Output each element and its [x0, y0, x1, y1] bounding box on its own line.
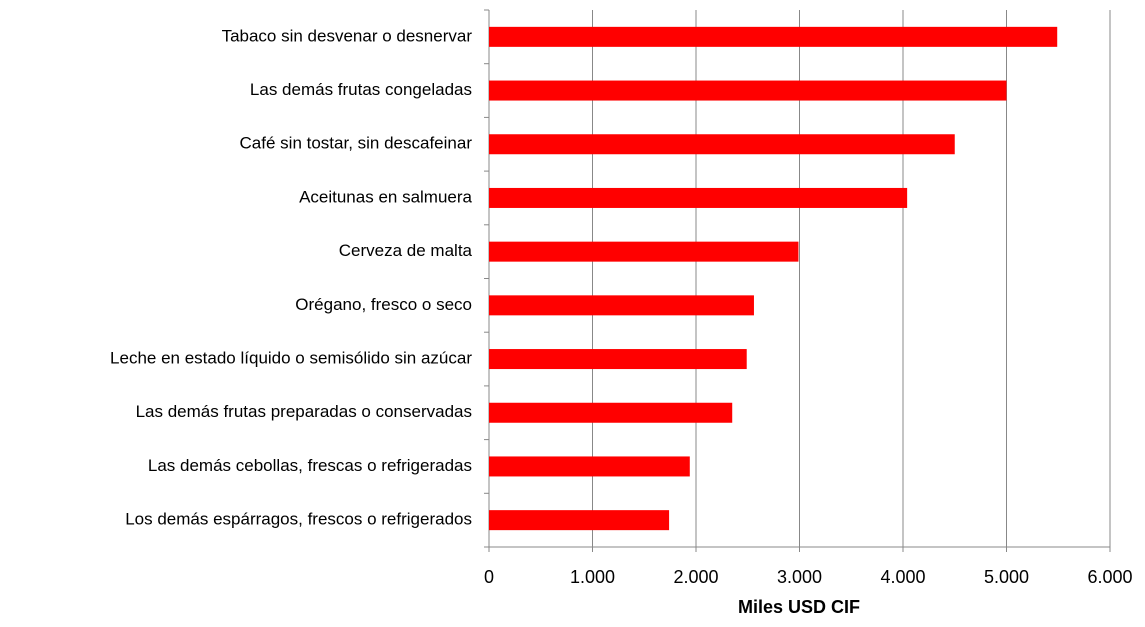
y-tick-label: Los demás espárragos, frescos o refriger… — [125, 510, 472, 529]
x-tick-label: 1.000 — [570, 567, 615, 587]
y-tick-label: Orégano, fresco o seco — [295, 295, 472, 314]
x-tick-label: 6.000 — [1087, 567, 1132, 587]
y-tick-label: Las demás cebollas, frescas o refrigerad… — [148, 456, 472, 475]
bar — [489, 402, 733, 423]
bar — [489, 80, 1007, 101]
x-axis-title: Miles USD CIF — [738, 597, 860, 617]
y-tick-label: Las demás frutas congeladas — [250, 80, 472, 99]
y-tick-label: Café sin tostar, sin descafeinar — [240, 134, 473, 153]
y-tick-label: Las demás frutas preparadas o conservada… — [136, 402, 472, 421]
y-tick-label: Aceitunas en salmuera — [299, 187, 472, 206]
x-tick-label: 3.000 — [777, 567, 822, 587]
y-tick-label: Cerveza de malta — [339, 241, 473, 260]
y-tick-label: Tabaco sin desvenar o desnervar — [222, 26, 473, 45]
bar — [489, 187, 908, 208]
bar — [489, 510, 670, 531]
x-tick-label: 2.000 — [673, 567, 718, 587]
x-tick-label: 5.000 — [984, 567, 1029, 587]
x-tick-label: 0 — [484, 567, 494, 587]
bar — [489, 26, 1058, 47]
bar — [489, 241, 799, 262]
x-tick-label: 4.000 — [880, 567, 925, 587]
bar — [489, 134, 955, 155]
bar — [489, 295, 754, 316]
bar — [489, 456, 690, 477]
bar — [489, 349, 747, 370]
y-tick-label: Leche en estado líquido o semisólido sin… — [110, 349, 472, 368]
